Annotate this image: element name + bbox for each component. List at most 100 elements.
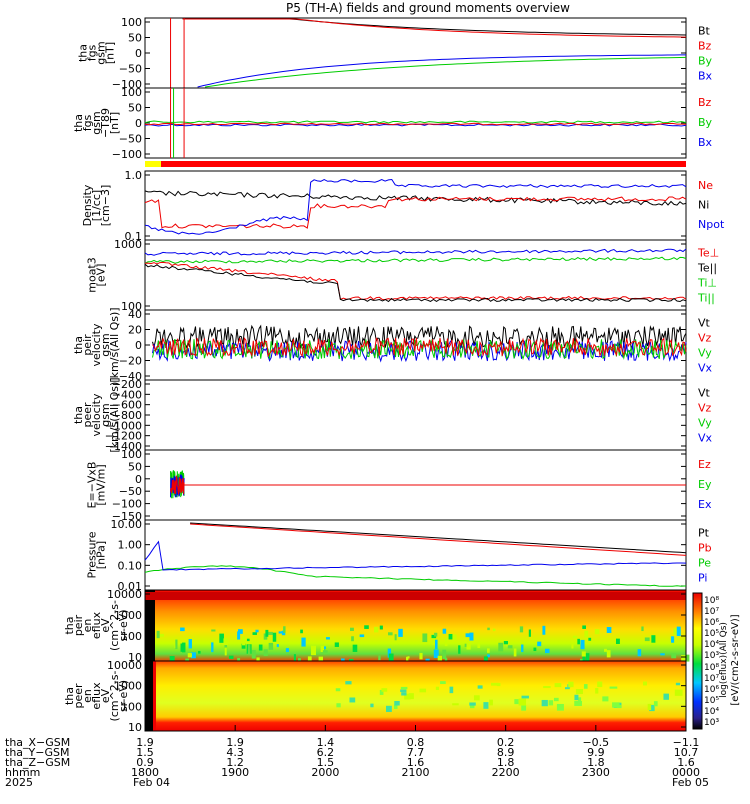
ion-spectrogram-speckle <box>641 626 644 632</box>
colorbar-gradient <box>692 592 703 730</box>
ion-spectrogram-speckle <box>466 641 471 650</box>
y-axis-label-line: peer <box>81 402 94 428</box>
ion-spectrogram-speckle <box>487 627 490 631</box>
y-axis-label-line: Density <box>81 184 94 226</box>
colorbar-tick-label: 10³ <box>704 651 719 661</box>
electron-spectrogram-speckle <box>556 703 564 711</box>
y-tick-label: −1400 <box>105 440 142 453</box>
electron-spectrogram-speckle <box>404 693 411 700</box>
ion-spectrogram-speckle <box>434 632 438 637</box>
y-axis-label-line: sr-eV) <box>117 680 130 712</box>
y-tick-label: 50 <box>128 32 142 45</box>
chart-title: P5 (TH-A) fields and ground moments over… <box>286 1 570 15</box>
ion-spectrogram-speckle <box>285 648 289 653</box>
electron-spectrogram-speckle <box>349 697 356 703</box>
y-axis-label-line: tha <box>72 114 85 132</box>
ion-spectrogram-speckle <box>281 630 286 636</box>
y-axis-label-line: eflux <box>90 611 103 639</box>
colorbar-tick-label: 10⁵ <box>704 629 719 639</box>
electron-spectrogram-speckle <box>583 684 588 689</box>
ion-spectrogram-speckle <box>451 634 457 641</box>
electron-spectrogram-speckle <box>541 699 548 707</box>
x-row-value: 2200 <box>492 766 520 779</box>
electron-spectrogram-speckle <box>575 688 583 695</box>
panel-peir_spec: 10000100010010thapeirenefluxeV(cm^2-s-sr… <box>63 588 690 668</box>
ion-spectrogram-speckle <box>223 638 228 645</box>
ion-spectrogram-speckle <box>434 639 438 649</box>
y-tick-label: −50 <box>119 133 142 146</box>
ion-spectrogram-speckle <box>211 642 214 653</box>
ion-spectrogram-speckle <box>464 643 467 647</box>
colorbar-label: [eV/(cm2-s-sr-eV)] <box>730 614 741 705</box>
y-axis-label-line: sr-eV) <box>117 609 130 641</box>
series-Vt <box>152 324 687 350</box>
legend-Vz: Vz <box>698 402 712 415</box>
colorbar-tick-label: 10⁷ <box>704 674 719 684</box>
x-end-date: Feb 05 <box>672 776 709 789</box>
ion-spectrogram-speckle <box>246 638 250 642</box>
legend-Bz: Bz <box>698 40 712 53</box>
y-tick-label: 1.0 <box>125 169 143 182</box>
panel-peer_vel: −200−400−600−800−1000−1200−1400thapeerve… <box>72 377 713 453</box>
electron-spectrogram-speckle <box>400 686 408 690</box>
electron-spectrogram-speckle <box>386 705 392 712</box>
ion-spectrogram-speckle <box>594 629 600 635</box>
y-axis-label-line: peir <box>81 334 94 356</box>
ion-spectrogram-speckle <box>256 657 260 661</box>
y-axis-label-line: (cm^2-s- <box>108 671 121 722</box>
legend-Vy: Vy <box>698 347 712 360</box>
ion-spectrogram-speckle <box>364 625 369 629</box>
ion-spectrogram-speckle <box>242 636 246 646</box>
y-tick-label: −1200 <box>105 430 142 443</box>
ion-spectrogram-speckle <box>241 643 246 649</box>
electron-spectrogram-speckle <box>483 702 489 709</box>
y-axis-label-line: gsm <box>95 41 108 64</box>
y-tick-label: 1.00 <box>118 539 143 552</box>
legend-Te⊥: Te⊥ <box>697 247 719 260</box>
ion-spectrogram-speckle <box>671 636 675 643</box>
y-axis-label-line: Pressure <box>86 531 99 578</box>
y-axis-label-line: tha <box>72 406 85 424</box>
ion-spectrogram-speckle <box>276 644 279 648</box>
ion-spectrogram-speckle <box>405 656 409 663</box>
legend-Ex: Ex <box>698 498 712 511</box>
y-tick-label: 100 <box>121 700 142 713</box>
ion-spectrogram-speckle <box>398 628 403 637</box>
colorbar-tick-label: 10⁷ <box>704 607 719 617</box>
ion-spectrogram-speckle <box>582 653 586 661</box>
series-Ti-par <box>144 256 687 264</box>
y-tick-label: 1000 <box>114 680 142 693</box>
ion-spectrogram-speckle <box>300 629 303 634</box>
legend-Ni: Ni <box>698 199 709 212</box>
x-row-value: 4.3 <box>226 746 244 759</box>
y-axis-label-line: gsm <box>99 333 112 356</box>
series-Ni <box>144 190 687 206</box>
electron-spectrogram-speckle <box>554 683 562 688</box>
electron-spectrogram-speckle <box>674 689 683 696</box>
ion-spectrogram-speckle <box>268 631 273 635</box>
y-tick-label: −150 <box>112 510 142 523</box>
ion-spectrogram-gap <box>145 590 155 661</box>
legend-Ez: Ez <box>698 458 711 471</box>
y-axis-label-line: gsm <box>90 111 103 134</box>
y-axis-label-line: peer <box>72 683 85 709</box>
ion-spectrogram-speckle <box>513 648 517 657</box>
y-axis-label-line: eflux <box>90 682 103 710</box>
x-row-label: tha_Z−GSM <box>5 756 70 769</box>
series-Bz <box>182 18 687 38</box>
ion-spectrogram-speckle <box>483 656 488 662</box>
electron-spectrogram-speckle <box>401 692 407 696</box>
ion-spectrogram <box>145 590 686 661</box>
ion-spectrogram-speckle <box>320 645 324 653</box>
electron-spectrogram-speckle <box>675 682 681 686</box>
y-tick-label: 0 <box>135 47 142 60</box>
ion-spectrogram-speckle <box>681 655 686 663</box>
ion-spectrogram-speckle <box>448 633 453 640</box>
electron-spectrogram-speckle <box>647 703 652 711</box>
y-tick-label: 0 <box>135 339 142 352</box>
x-row-value: 9.9 <box>587 746 605 759</box>
y-tick-label: 0.01 <box>118 580 143 593</box>
legend-Ti⊥: Ti⊥ <box>697 277 717 290</box>
